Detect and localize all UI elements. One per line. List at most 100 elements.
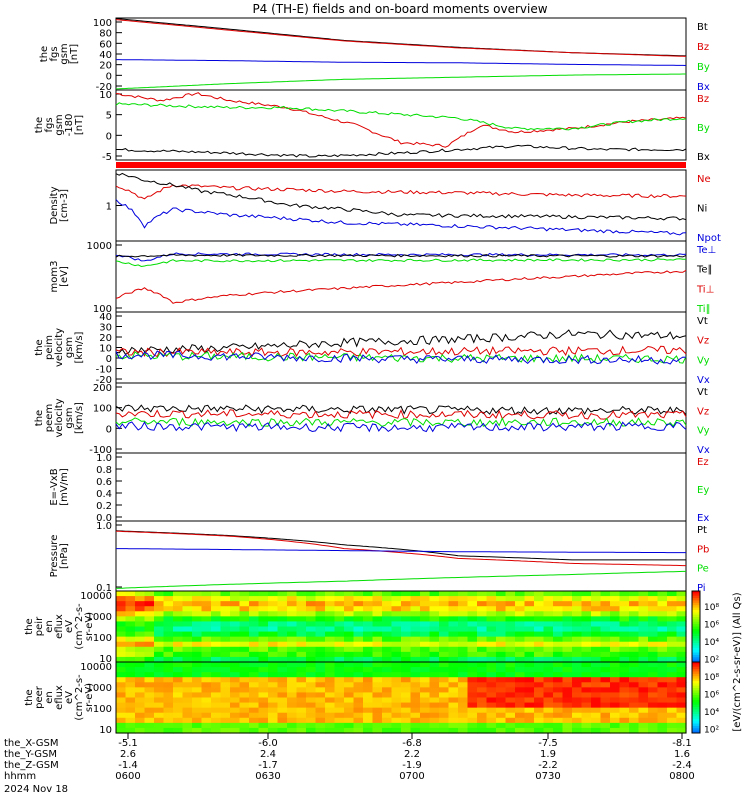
heatmap-cell xyxy=(325,641,336,648)
heatmap-cell xyxy=(306,667,317,673)
heatmap-cell xyxy=(496,591,507,597)
heatmap-cell xyxy=(325,692,336,699)
heatmap-cell xyxy=(439,641,450,648)
heatmap-cell xyxy=(467,667,478,673)
heatmap-cell xyxy=(230,641,241,648)
heatmap-cell xyxy=(277,646,288,653)
heatmap-cell xyxy=(258,606,269,612)
heatmap-cell xyxy=(486,697,497,704)
heatmap-cell xyxy=(553,672,564,678)
heatmap-cell xyxy=(391,717,402,724)
heatmap-cell xyxy=(439,692,450,699)
heatmap-cell xyxy=(477,601,488,607)
heatmap-cell xyxy=(144,677,155,683)
heatmap-cell xyxy=(486,677,497,683)
heatmap-cell xyxy=(600,631,611,638)
heatmap-cell xyxy=(249,662,260,668)
heatmap-cell xyxy=(211,672,222,678)
heatmap-cell xyxy=(553,722,564,729)
heatmap-cell xyxy=(619,667,630,673)
heatmap-cell xyxy=(572,596,583,602)
heatmap-cell xyxy=(239,606,250,612)
heatmap-cell xyxy=(192,672,203,678)
heatmap-cell xyxy=(277,641,288,648)
heatmap-cell xyxy=(391,667,402,673)
heatmap-cell xyxy=(467,702,478,709)
heatmap-cell xyxy=(638,702,649,709)
heatmap-cell xyxy=(315,667,326,673)
heatmap-cell xyxy=(296,601,307,607)
series-line-Bx xyxy=(116,59,687,66)
heatmap-cell xyxy=(543,601,554,607)
series-line-Te∥ xyxy=(115,253,687,258)
heatmap-cell xyxy=(496,596,507,602)
heatmap-cell xyxy=(363,682,374,688)
heatmap-cell xyxy=(372,606,383,612)
heatmap-cell xyxy=(201,687,212,694)
heatmap-cell xyxy=(372,626,383,633)
legend-label: Vy xyxy=(697,355,710,366)
y-axis-label: eV xyxy=(64,691,75,704)
heatmap-cell xyxy=(344,697,355,704)
heatmap-cell xyxy=(515,606,526,612)
panel-p_peem: the peem velocity gsm [km/s]2001000-100VtVzV… xyxy=(34,382,710,456)
heatmap-cell xyxy=(163,631,174,638)
heatmap-cell xyxy=(353,697,364,704)
heatmap-cell xyxy=(420,712,431,719)
y-tick-label: 20 xyxy=(99,61,112,72)
heatmap-cell xyxy=(629,707,640,714)
series-line-Vy xyxy=(115,351,687,364)
heatmap-cell xyxy=(154,656,165,663)
heatmap-cell xyxy=(382,606,393,612)
heatmap-cell xyxy=(638,692,649,699)
heatmap-cell xyxy=(429,641,440,648)
heatmap-cell xyxy=(258,651,269,658)
heatmap-cell xyxy=(249,641,260,648)
heatmap-cell xyxy=(268,631,279,638)
heatmap-cell xyxy=(591,646,602,653)
legend-label: Ti∥ xyxy=(696,304,711,315)
heatmap-cell xyxy=(135,722,146,729)
heatmap-cell xyxy=(372,692,383,699)
heatmap-cell xyxy=(163,641,174,648)
heatmap-cell xyxy=(182,697,193,704)
heatmap-cell xyxy=(391,621,402,628)
heatmap-cell xyxy=(325,591,336,597)
heatmap-cell xyxy=(258,722,269,729)
heatmap-cell xyxy=(534,601,545,607)
heatmap-cell xyxy=(676,636,687,643)
heatmap-cell xyxy=(629,722,640,729)
heatmap-cell xyxy=(391,596,402,602)
heatmap-cell xyxy=(135,651,146,658)
heatmap-cell xyxy=(629,662,640,668)
heatmap-cell xyxy=(667,626,678,633)
heatmap-cell xyxy=(486,626,497,633)
heatmap-cell xyxy=(344,611,355,617)
heatmap-cell xyxy=(287,621,298,628)
colorbar-swatch xyxy=(692,678,700,682)
heatmap-cell xyxy=(676,651,687,658)
heatmap-cell xyxy=(410,631,421,638)
heatmap-cell xyxy=(648,662,659,668)
heatmap-cell xyxy=(334,656,345,663)
heatmap-cell xyxy=(211,687,222,694)
heatmap-cell xyxy=(505,636,516,643)
heatmap-cell xyxy=(591,631,602,638)
heatmap-cell xyxy=(420,662,431,668)
heatmap-cell xyxy=(144,636,155,643)
y-tick-label: 1.0 xyxy=(96,521,112,532)
heatmap-cell xyxy=(496,712,507,719)
heatmap-cell xyxy=(676,707,687,714)
heatmap-cell xyxy=(562,641,573,648)
legend-label: Vz xyxy=(697,406,709,417)
heatmap-cell xyxy=(173,621,184,628)
heatmap-cell xyxy=(192,722,203,729)
heatmap-cell xyxy=(315,722,326,729)
heatmap-cell xyxy=(410,621,421,628)
heatmap-cell xyxy=(163,662,174,668)
heatmap-cell xyxy=(372,596,383,602)
heatmap-cell xyxy=(401,641,412,648)
heatmap-cell xyxy=(486,712,497,719)
heatmap-cell xyxy=(534,626,545,633)
